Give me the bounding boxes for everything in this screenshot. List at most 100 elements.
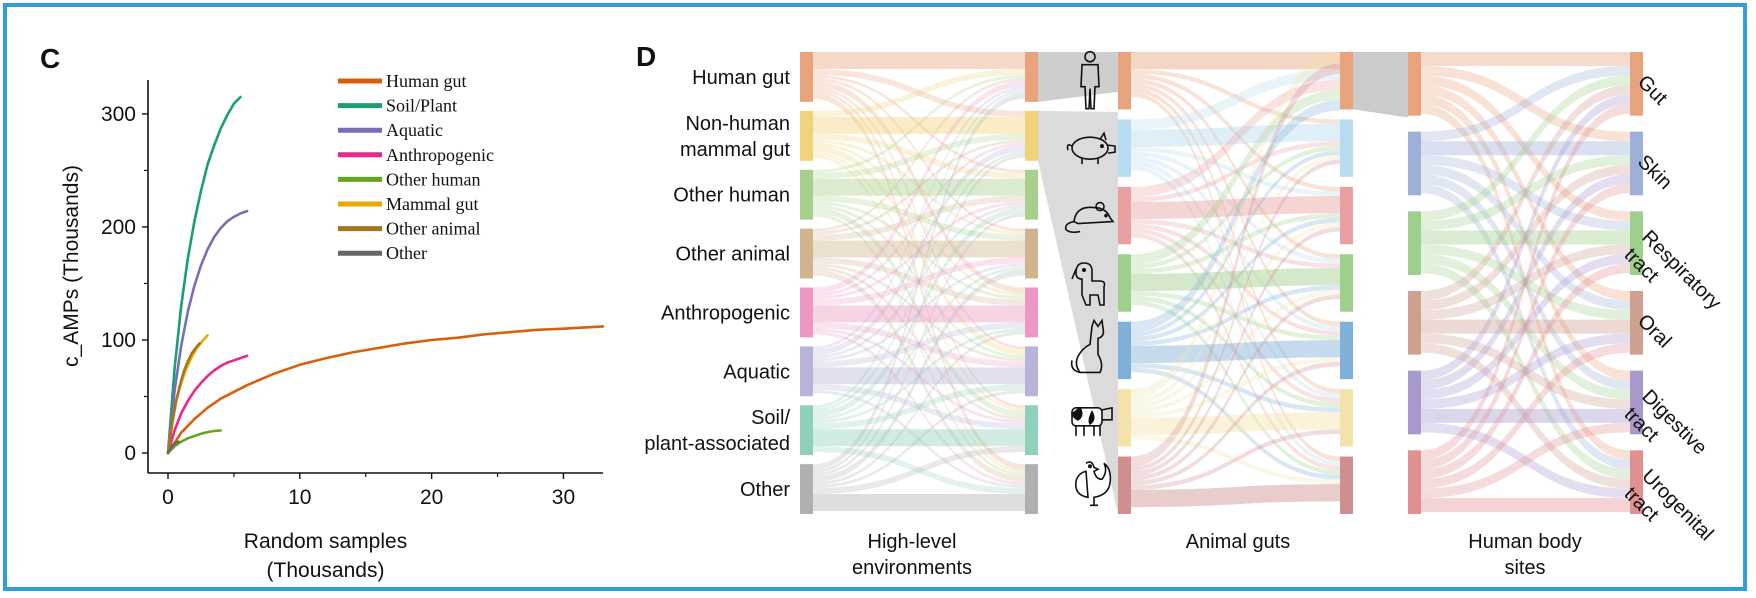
env-node-label: Non-human xyxy=(685,113,790,135)
sankey-flow xyxy=(813,151,1025,412)
sankey-flow xyxy=(813,52,1025,69)
sankey-flow xyxy=(1421,104,1630,460)
sankey-flow xyxy=(813,195,1025,241)
sankey-flow xyxy=(1421,408,1630,423)
animal-node-right xyxy=(1340,186,1353,245)
legend-label: Other animal xyxy=(386,219,480,239)
env-node-label: Other human xyxy=(673,185,790,207)
sankey-flow xyxy=(813,145,1025,356)
sankey-flow xyxy=(813,195,1025,241)
sankey-flow xyxy=(813,89,1025,409)
sankey-flow xyxy=(1131,69,1340,125)
sankey-flow xyxy=(1421,422,1630,499)
y-tick-label: 300 xyxy=(101,103,136,126)
dog-icon xyxy=(1071,262,1106,306)
sankey-flow xyxy=(813,446,1025,495)
sankey-flow xyxy=(1131,223,1340,336)
sankey-flow xyxy=(1131,227,1340,477)
sankey-flow xyxy=(813,240,1025,258)
body-node-left xyxy=(1408,131,1421,196)
x-tick-label: 0 xyxy=(162,486,174,509)
sankey-flow xyxy=(1131,217,1340,342)
env-node-left xyxy=(800,228,813,279)
human-icon xyxy=(1080,50,1100,110)
y-tick-label: 100 xyxy=(101,329,136,352)
sankey-flow xyxy=(813,86,1025,350)
panel-c-letter: C xyxy=(40,43,60,74)
sankey-flow xyxy=(1421,174,1630,390)
sankey-flow xyxy=(1131,150,1340,337)
env-node-label: plant-associated xyxy=(644,433,790,455)
sankey-flow xyxy=(1131,357,1340,418)
legend-label: Human gut xyxy=(386,71,467,91)
body-node-left xyxy=(1408,370,1421,435)
sankey-flow xyxy=(813,204,1025,359)
env-node-left xyxy=(800,110,813,161)
sankey-flow xyxy=(813,139,1025,235)
body-node-right xyxy=(1630,52,1643,116)
sankey-flow xyxy=(1131,285,1340,346)
sankey-flow xyxy=(1421,52,1630,67)
sankey-flow xyxy=(1131,213,1340,274)
body-node-left xyxy=(1408,52,1421,116)
sankey-flow xyxy=(813,77,1025,232)
sankey-flow xyxy=(1421,94,1630,381)
sankey-flow xyxy=(813,68,1025,117)
sankey-flow xyxy=(1131,222,1340,409)
sankey-flow xyxy=(813,213,1025,477)
sankey-flow xyxy=(813,322,1025,368)
env-node-right xyxy=(1025,464,1038,514)
animal-node-left xyxy=(1118,254,1131,312)
sankey-flow xyxy=(1131,79,1340,198)
x-axis-unit: (Thousands) xyxy=(267,559,385,582)
sankey-flow xyxy=(1131,52,1340,70)
animal-node-left xyxy=(1118,186,1131,245)
cat-icon xyxy=(1070,318,1105,374)
env-node-right xyxy=(1025,405,1038,456)
animal-node-left xyxy=(1118,119,1131,177)
x-axis-label: Random samples xyxy=(244,530,407,553)
body-node-right xyxy=(1630,291,1643,355)
sankey-flow xyxy=(813,74,1025,173)
animal-node-right xyxy=(1340,321,1353,380)
sankey-flow xyxy=(813,257,1025,306)
sankey-flow xyxy=(1131,141,1340,202)
sankey-flow xyxy=(813,207,1025,418)
env-node-left xyxy=(800,52,813,102)
sankey-flow xyxy=(813,89,1025,409)
sankey-flow xyxy=(1131,435,1340,485)
sankey-flow xyxy=(1131,83,1340,327)
sankey-flow xyxy=(813,68,1025,117)
sankey-flow xyxy=(1131,300,1340,475)
series-line-aquatic xyxy=(166,209,249,455)
pig-icon xyxy=(1066,131,1116,165)
series-line-other-human xyxy=(166,429,222,455)
env-node-left xyxy=(800,287,813,338)
figure-frame xyxy=(3,3,1747,591)
env-node-left xyxy=(800,169,813,220)
sankey-flow xyxy=(813,142,1025,297)
series-line-other xyxy=(166,440,180,455)
sankey-flow xyxy=(1421,333,1630,409)
sankey-flow xyxy=(1421,155,1630,231)
y-axis-label: c_AMPs (Thousands) xyxy=(60,165,83,367)
sankey-flow xyxy=(1421,85,1630,301)
body-node-left xyxy=(1408,450,1421,514)
sankey-flow xyxy=(1131,63,1340,467)
env-node-right xyxy=(1025,228,1038,279)
sankey-diagram: Human gut Non-human mammal gut Other human O… xyxy=(644,50,1725,579)
sankey-flow xyxy=(1131,228,1340,403)
sankey-flow xyxy=(1131,124,1340,147)
sankey-flow xyxy=(1421,75,1630,221)
body-node-left xyxy=(1408,211,1421,275)
sankey-flow xyxy=(813,92,1025,471)
legend-label: Soil/Plant xyxy=(386,96,457,116)
env-node-label: Soil/ xyxy=(751,407,790,429)
sankey-flow xyxy=(813,145,1025,356)
sankey-flow xyxy=(1421,253,1630,400)
sankey-flow xyxy=(813,139,1025,235)
sankey-flow xyxy=(813,92,1025,471)
legend-label: Mammal gut xyxy=(386,194,479,214)
column-title: sites xyxy=(1504,557,1545,579)
